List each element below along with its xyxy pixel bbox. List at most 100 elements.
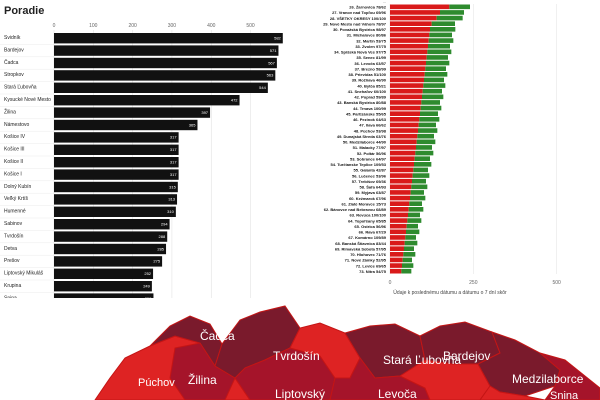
ranking-bar[interactable] — [54, 169, 179, 180]
ranking-bar[interactable] — [54, 293, 154, 298]
district-bar-green[interactable] — [428, 38, 454, 43]
district-bar-green[interactable] — [420, 105, 442, 111]
district-bar-green[interactable] — [426, 55, 448, 60]
ranking-bar[interactable] — [54, 256, 163, 267]
district-bar-green[interactable] — [436, 15, 463, 21]
district-bar-green[interactable] — [408, 212, 420, 218]
district-bar-green[interactable] — [449, 4, 470, 10]
map-region-snina[interactable] — [539, 352, 600, 400]
district-bar-green[interactable] — [415, 150, 434, 156]
district-bar-green[interactable] — [419, 117, 440, 122]
district-bar-red[interactable] — [390, 229, 406, 235]
district-bar-red[interactable] — [390, 246, 404, 251]
ranking-bar[interactable] — [54, 194, 178, 205]
ranking-bar[interactable] — [54, 95, 240, 106]
district-bar-red[interactable] — [390, 235, 406, 240]
district-bar-red[interactable] — [390, 207, 409, 212]
ranking-bar[interactable] — [54, 132, 179, 143]
district-bar-red[interactable] — [390, 88, 423, 94]
district-bar-red[interactable] — [390, 122, 419, 128]
district-bar-green[interactable] — [402, 263, 414, 268]
ranking-bar[interactable] — [54, 57, 277, 69]
district-bar-green[interactable] — [402, 257, 412, 263]
district-bar-green[interactable] — [431, 21, 455, 26]
district-bar-red[interactable] — [390, 240, 405, 246]
district-bar-red[interactable] — [390, 60, 426, 66]
district-bar-green[interactable] — [407, 218, 422, 223]
district-bar-red[interactable] — [390, 263, 402, 268]
district-bar-red[interactable] — [390, 32, 430, 38]
district-bar-green[interactable] — [425, 66, 446, 71]
ranking-bar[interactable] — [54, 144, 179, 155]
district-bar-red[interactable] — [390, 105, 421, 111]
district-bar-red[interactable] — [390, 10, 440, 15]
district-bar-green[interactable] — [421, 100, 440, 105]
district-bar-green[interactable] — [414, 162, 432, 167]
district-bar-red[interactable] — [390, 77, 424, 83]
district-bar-red[interactable] — [390, 21, 432, 26]
district-bar-green[interactable] — [404, 246, 414, 251]
ranking-bar[interactable] — [54, 243, 167, 255]
ranking-bar[interactable] — [54, 107, 211, 118]
district-bar-green[interactable] — [406, 229, 420, 235]
district-bar-red[interactable] — [390, 43, 428, 49]
district-bar-red[interactable] — [390, 38, 429, 43]
ranking-bar[interactable] — [54, 268, 154, 279]
district-bar-green[interactable] — [410, 195, 426, 201]
district-bar-green[interactable] — [412, 178, 426, 184]
district-bar-green[interactable] — [405, 235, 416, 240]
district-bar-red[interactable] — [390, 223, 407, 229]
district-bar-green[interactable] — [412, 173, 430, 178]
map-region-east-south[interactable] — [479, 385, 546, 400]
district-bar-green[interactable] — [416, 139, 436, 145]
district-bar-red[interactable] — [390, 111, 420, 116]
district-bar-red[interactable] — [390, 212, 408, 218]
district-bar-red[interactable] — [390, 173, 413, 178]
ranking-bar[interactable] — [54, 70, 276, 81]
district-bar-green[interactable] — [423, 83, 446, 88]
ranking-bar[interactable] — [54, 45, 279, 56]
map-region-zilina[interactable] — [169, 342, 236, 400]
ranking-bar[interactable] — [54, 181, 178, 193]
ranking-bar[interactable] — [54, 219, 170, 230]
district-bar-red[interactable] — [390, 257, 403, 263]
ranking-bar[interactable] — [54, 206, 176, 217]
district-bar-red[interactable] — [390, 190, 411, 195]
district-bar-green[interactable] — [429, 32, 452, 38]
map-region-presov[interactable] — [398, 359, 491, 400]
ranking-bar[interactable] — [54, 281, 152, 292]
district-bar-red[interactable] — [390, 167, 414, 173]
district-bar-red[interactable] — [390, 133, 418, 139]
ranking-bar[interactable] — [54, 157, 179, 168]
district-bar-red[interactable] — [390, 268, 402, 274]
district-bar-green[interactable] — [440, 10, 464, 15]
district-bar-green[interactable] — [418, 128, 438, 133]
district-bar-red[interactable] — [390, 150, 416, 156]
district-bar-green[interactable] — [403, 252, 416, 257]
district-bar-red[interactable] — [390, 139, 417, 145]
district-bar-green[interactable] — [413, 167, 428, 173]
district-bar-green[interactable] — [401, 268, 412, 274]
district-bar-green[interactable] — [409, 201, 422, 206]
district-bar-red[interactable] — [390, 49, 428, 55]
district-bar-red[interactable] — [390, 72, 425, 77]
district-bar-red[interactable] — [390, 184, 412, 190]
district-bar-green[interactable] — [404, 240, 418, 246]
district-bar-red[interactable] — [390, 66, 426, 71]
district-bar-green[interactable] — [427, 49, 452, 55]
district-bar-red[interactable] — [390, 162, 414, 167]
district-bar-green[interactable] — [422, 94, 444, 100]
district-bar-green[interactable] — [430, 27, 456, 32]
district-bar-green[interactable] — [418, 122, 436, 128]
district-bar-red[interactable] — [390, 145, 416, 150]
district-bar-red[interactable] — [390, 201, 410, 206]
district-bar-red[interactable] — [390, 178, 412, 184]
ranking-bar[interactable] — [54, 82, 268, 93]
district-bar-green[interactable] — [411, 184, 428, 190]
district-bar-red[interactable] — [390, 128, 418, 133]
ranking-bar[interactable] — [54, 33, 283, 44]
district-bar-red[interactable] — [390, 218, 408, 223]
district-bar-red[interactable] — [390, 252, 404, 257]
ranking-bar[interactable] — [54, 119, 198, 131]
district-bar-green[interactable] — [428, 43, 450, 49]
